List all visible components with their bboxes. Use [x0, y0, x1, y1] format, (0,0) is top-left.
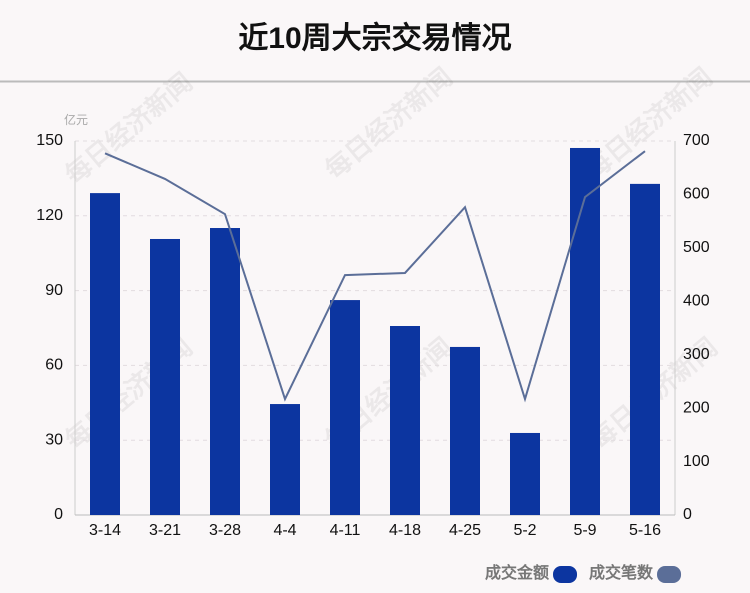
- bar: [390, 326, 420, 515]
- x-tick-label: 4-11: [330, 522, 361, 539]
- x-tick-label: 3-14: [89, 522, 121, 539]
- x-tick-label: 4-25: [449, 522, 481, 539]
- x-tick-label: 5-2: [513, 522, 536, 539]
- chart-title: 近10周大宗交易情况: [238, 21, 511, 55]
- y2-tick-label: 500: [683, 239, 710, 256]
- y2-tick-label: 300: [683, 346, 710, 363]
- y2-tick-label: 100: [683, 453, 710, 470]
- y-tick-label: 60: [45, 357, 63, 374]
- x-tick-label: 5-9: [573, 522, 596, 539]
- legend-swatch: [553, 566, 578, 583]
- bar: [90, 193, 120, 516]
- y-tick-label: 120: [36, 207, 63, 224]
- y-tick-label: 0: [54, 506, 63, 523]
- y2-tick-label: 700: [683, 132, 710, 149]
- y2-tick-label: 0: [683, 506, 692, 523]
- bar: [570, 147, 600, 516]
- x-tick-label: 4-4: [273, 522, 296, 539]
- legend-label: 成交金额: [485, 563, 549, 582]
- legend-label: 成交笔数: [589, 563, 654, 582]
- bar: [210, 228, 240, 515]
- legend-swatch: [657, 566, 682, 583]
- bar: [330, 300, 360, 515]
- bar: [510, 432, 540, 515]
- y-unit: 亿元: [64, 112, 88, 127]
- x-tick-label: 3-21: [149, 522, 181, 539]
- bar: [450, 346, 480, 515]
- line: [104, 150, 646, 403]
- y-tick-label: 150: [36, 132, 63, 149]
- x-tick-label: 4-18: [389, 522, 421, 539]
- y-tick-label: 30: [45, 431, 63, 448]
- y2-tick-label: 200: [683, 399, 710, 416]
- x-tick-label: 3-28: [209, 522, 241, 539]
- bar: [630, 183, 660, 516]
- bar: [270, 404, 300, 515]
- x-tick-label: 5-16: [629, 522, 661, 539]
- y2-tick-label: 400: [683, 293, 710, 310]
- bar: [150, 238, 180, 515]
- y2-tick-label: 600: [683, 186, 710, 203]
- y-tick-label: 90: [45, 282, 63, 299]
